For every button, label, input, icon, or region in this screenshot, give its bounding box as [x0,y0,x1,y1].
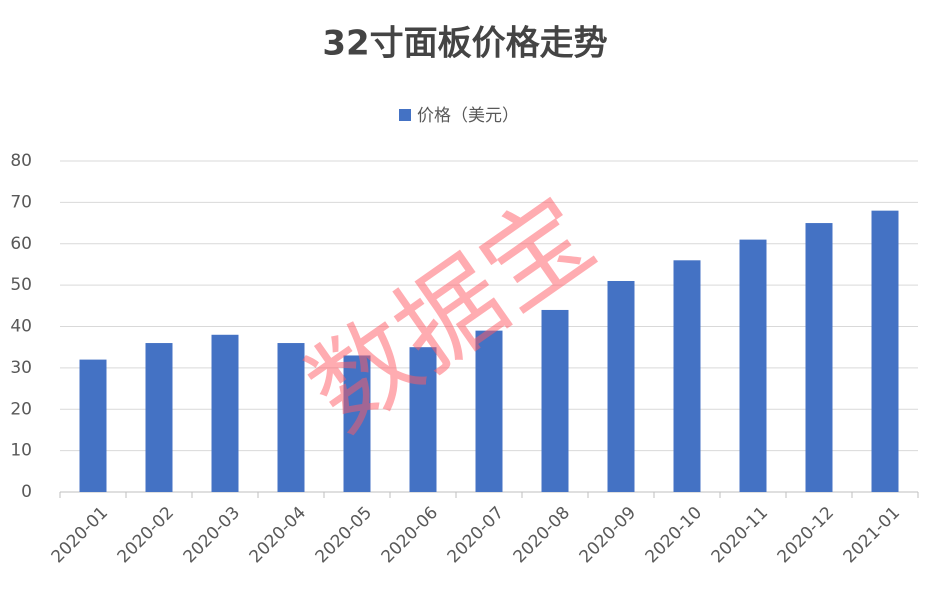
x-tick-label: 2020-12 [774,503,838,567]
legend-swatch [399,109,411,121]
bar [145,343,173,492]
bar [541,309,569,492]
bar [739,239,767,492]
chart-title: 32寸面板价格走势 [322,24,607,64]
y-tick-label: 80 [10,151,32,171]
y-tick-label: 20 [10,399,32,419]
x-tick-label: 2020-08 [510,503,574,567]
x-tick-label: 2020-06 [378,503,442,567]
y-tick-label: 10 [10,441,32,461]
legend-label: 价格（美元） [417,106,519,126]
y-tick-label: 70 [10,192,32,212]
x-tick-label: 2020-11 [708,503,772,567]
x-tick-label: 2020-07 [444,503,508,567]
bar [607,280,635,492]
bar [409,347,437,492]
x-tick-label: 2020-05 [312,503,376,567]
bar [475,330,503,492]
x-tick-label: 2020-10 [642,503,706,567]
y-tick-label: 30 [10,358,32,378]
x-tick-label: 2020-02 [114,503,178,567]
y-tick-label: 40 [10,317,32,337]
bar [211,334,239,492]
bar [871,210,899,492]
x-tick-label: 2020-03 [180,503,244,567]
bar [79,359,107,492]
bar [277,343,305,492]
y-tick-label: 0 [21,482,32,502]
x-tick-label: 2021-01 [840,503,904,567]
y-tick-label: 60 [10,234,32,254]
y-tick-label: 50 [10,275,32,295]
x-tick-label: 2020-09 [576,503,640,567]
bar [673,260,701,492]
bar [343,355,371,492]
x-tick-label: 2020-04 [246,503,310,567]
bar [805,223,833,492]
x-tick-label: 2020-01 [48,503,112,567]
